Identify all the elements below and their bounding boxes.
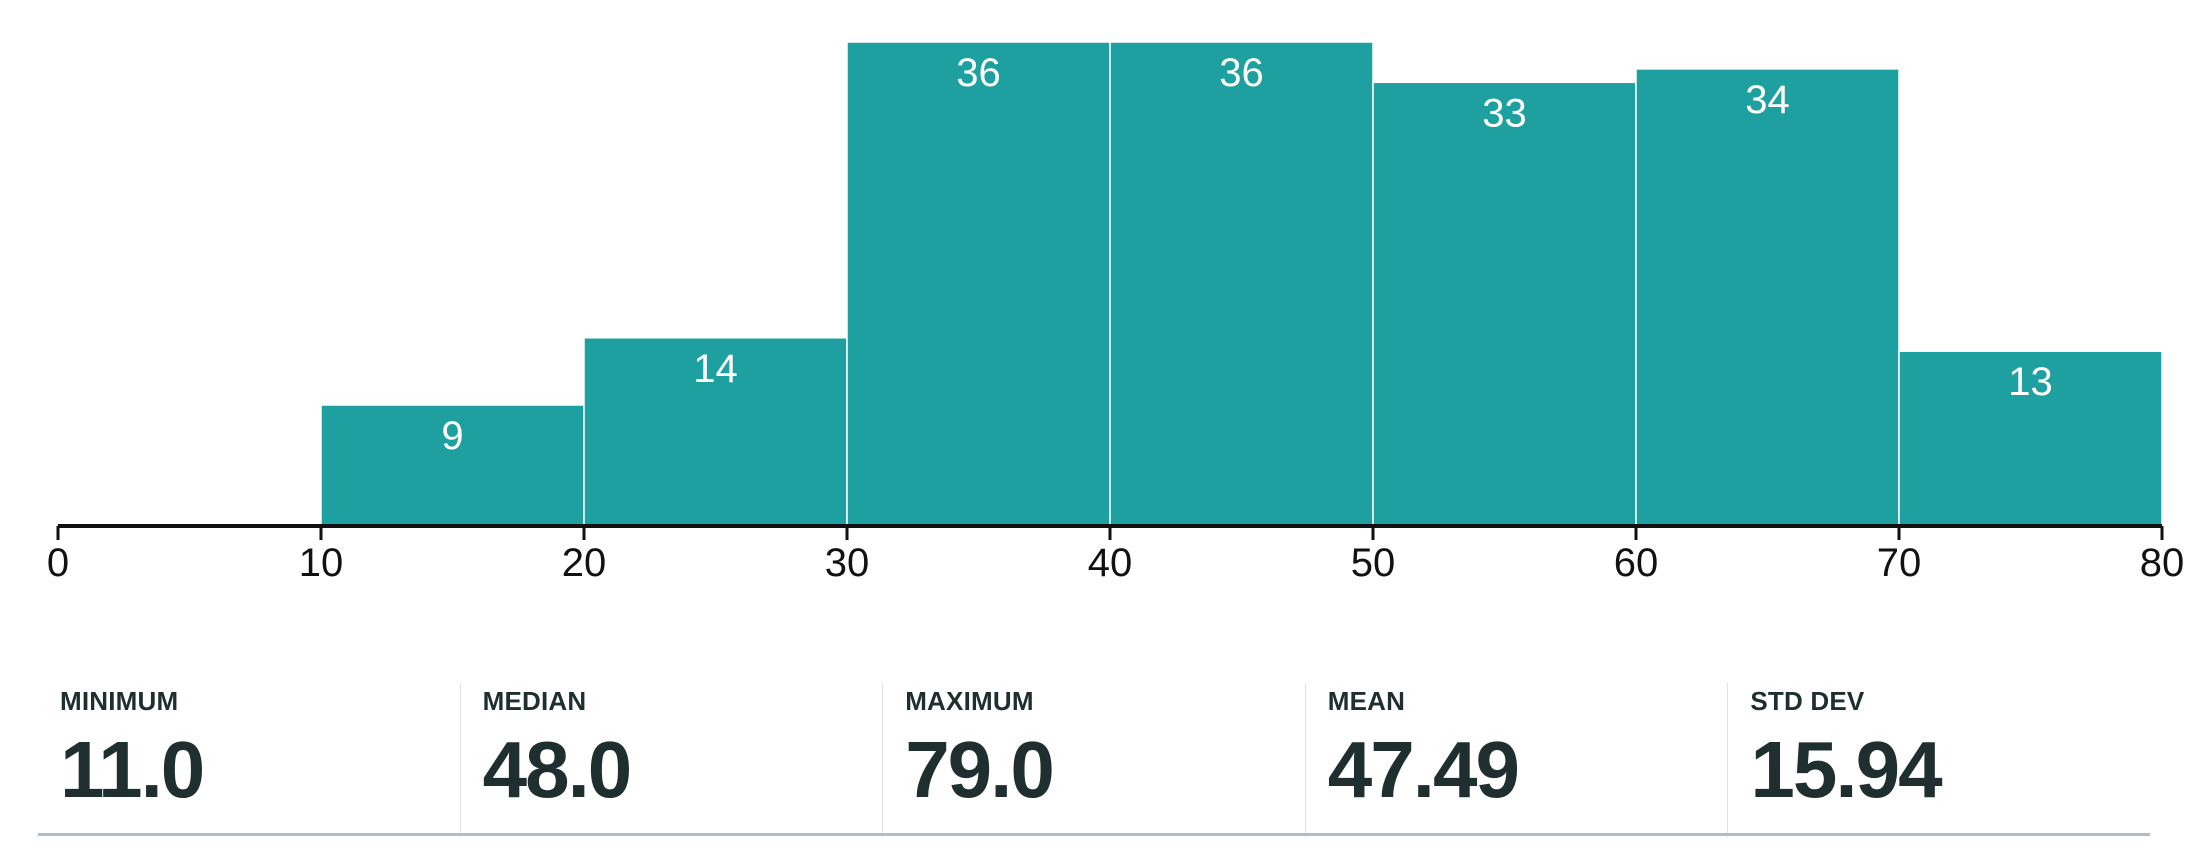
- stat-label: MINIMUM: [60, 686, 179, 716]
- bar-count-label: 9: [441, 414, 463, 458]
- x-tick-label: 50: [1351, 541, 1396, 585]
- x-tick-label: 40: [1088, 541, 1133, 585]
- stat-minimum: MINIMUM 11.0: [38, 683, 460, 837]
- stat-label: MEAN: [1327, 686, 1406, 716]
- stats-divider: [38, 833, 2150, 836]
- bar-count-label: 14: [693, 347, 738, 391]
- histogram-chart: 9 14 36 36 33 34 13 0 10 20 30 40 50 60 70 80: [47, 41, 2185, 585]
- bar-count-label: 36: [956, 51, 1001, 95]
- histogram-bar: [1109, 41, 1374, 527]
- histogram-bar: [320, 404, 585, 527]
- stat-value: 47.49: [1327, 725, 1520, 814]
- x-tick-label: 20: [562, 541, 607, 585]
- bar-count-label: 33: [1482, 91, 1527, 135]
- summary-stats-panel: MINIMUM 11.0 MEDIAN 48.0 MAXIMUM 79.0 ME…: [38, 683, 2150, 837]
- bars-layer: [320, 41, 2163, 527]
- stat-value: 48.0: [482, 725, 633, 814]
- x-tick-label: 30: [825, 541, 870, 585]
- x-tick-label: 70: [1877, 541, 1922, 585]
- x-tick-label: 10: [299, 541, 344, 585]
- bar-count-label: 34: [1745, 78, 1790, 122]
- histogram-svg: 9 14 36 36 33 34 13 0 10 20 30 40 50 60 70 80: [47, 41, 2185, 585]
- stat-label: MEDIAN: [482, 686, 587, 716]
- bar-count-label: 13: [2008, 360, 2053, 404]
- histogram-bar: [583, 337, 848, 527]
- stat-label: MAXIMUM: [905, 686, 1034, 716]
- bar-count-label: 36: [1219, 51, 1264, 95]
- stat-label: STD DEV: [1750, 686, 1865, 716]
- stat-std-dev: STD DEV 15.94: [1727, 683, 2150, 837]
- histogram-bar: [1635, 68, 1900, 527]
- histogram-bar: [1372, 81, 1637, 527]
- x-axis: 0 10 20 30 40 50 60 70 80: [47, 524, 2185, 585]
- stat-value: 79.0: [905, 725, 1055, 814]
- x-tick-label: 60: [1614, 541, 1659, 585]
- stat-value: 11.0: [60, 725, 205, 814]
- x-tick-label: 0: [47, 541, 69, 585]
- histogram-bar: [1898, 350, 2163, 527]
- bar-labels-layer: 9 14 36 36 33 34 13: [441, 51, 2052, 458]
- stat-median: MEDIAN 48.0: [459, 683, 883, 837]
- stat-value: 15.94: [1750, 725, 1942, 814]
- x-tick-label: 80: [2140, 541, 2185, 585]
- stat-mean: MEAN 47.49: [1304, 683, 1728, 837]
- stat-maximum: MAXIMUM 79.0: [882, 683, 1305, 837]
- histogram-bar: [846, 41, 1111, 527]
